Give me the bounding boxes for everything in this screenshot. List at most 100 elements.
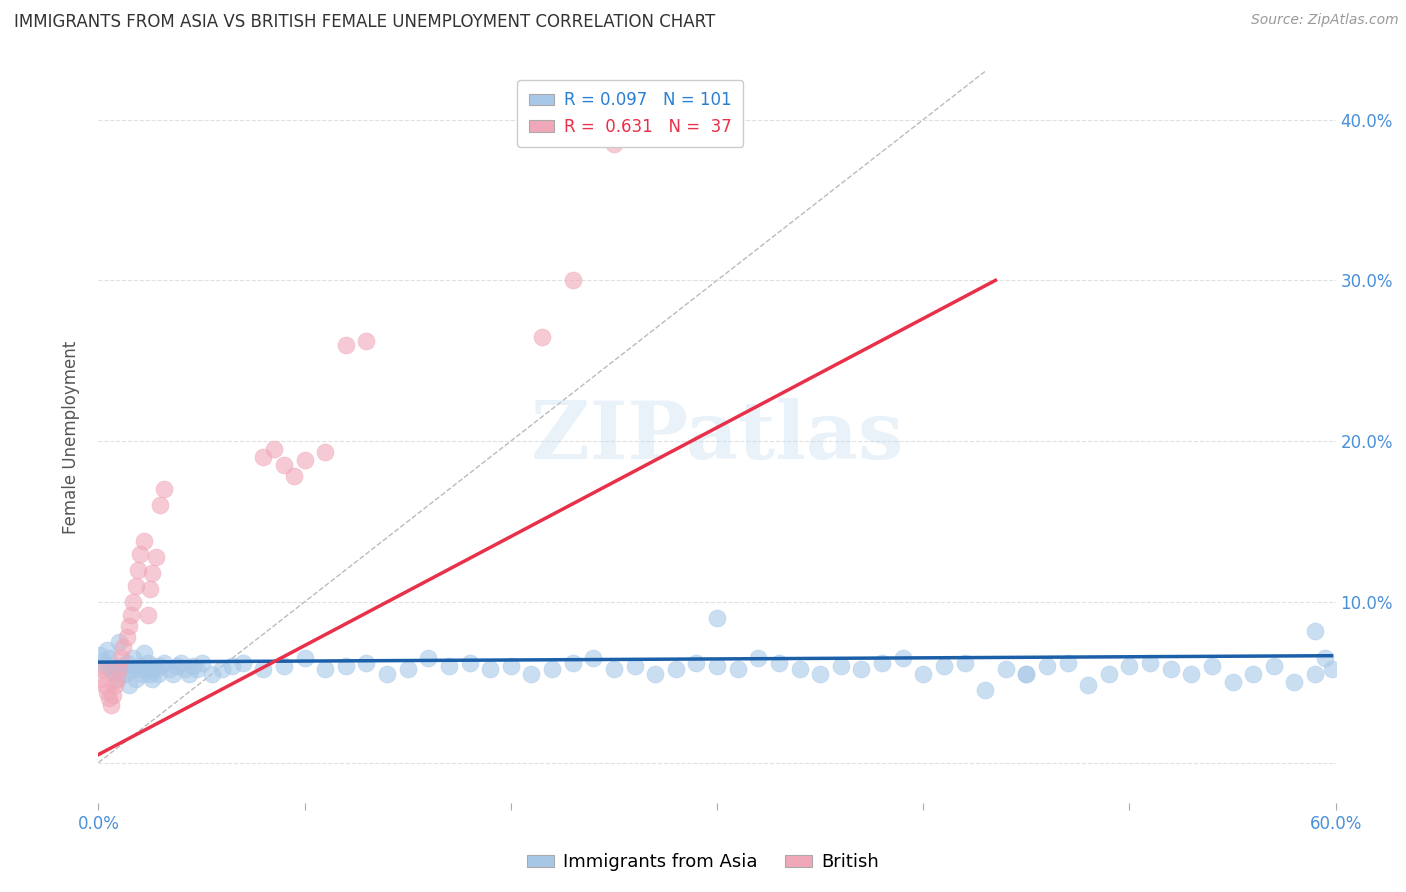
Point <box>1315 651 1337 665</box>
Point <box>953 656 976 670</box>
Point <box>294 453 316 467</box>
Point <box>912 667 935 681</box>
Point <box>211 662 233 676</box>
Point <box>162 667 184 681</box>
Point <box>273 458 295 473</box>
Point <box>136 607 159 622</box>
Y-axis label: Female Unemployment: Female Unemployment <box>62 341 80 533</box>
Point <box>124 579 146 593</box>
Point <box>1201 659 1223 673</box>
Point <box>706 611 728 625</box>
Point <box>665 662 688 676</box>
Point <box>153 656 176 670</box>
Point <box>603 662 626 676</box>
Text: IMMIGRANTS FROM ASIA VS BRITISH FEMALE UNEMPLOYMENT CORRELATION CHART: IMMIGRANTS FROM ASIA VS BRITISH FEMALE U… <box>14 13 716 31</box>
Point <box>118 678 141 692</box>
Point <box>132 533 155 548</box>
Point <box>112 640 135 654</box>
Point <box>149 499 172 513</box>
Point <box>108 635 131 649</box>
Point <box>110 662 132 676</box>
Point <box>139 582 162 596</box>
Point <box>105 672 128 686</box>
Point <box>104 678 127 692</box>
Point <box>108 662 131 676</box>
Point <box>437 659 460 673</box>
Point <box>499 659 522 673</box>
Point <box>974 683 997 698</box>
Point <box>644 667 666 681</box>
Point <box>335 337 357 351</box>
Point <box>1303 624 1326 638</box>
Point <box>603 136 626 151</box>
Legend: R = 0.097   N = 101, R =  0.631   N =  37: R = 0.097 N = 101, R = 0.631 N = 37 <box>517 79 744 147</box>
Point <box>1284 675 1306 690</box>
Point <box>685 656 707 670</box>
Point <box>520 667 543 681</box>
Point <box>1263 659 1285 673</box>
Point <box>623 659 645 673</box>
Point <box>273 659 295 673</box>
Point <box>91 654 114 668</box>
Point <box>143 659 166 673</box>
Point <box>181 659 204 673</box>
Point <box>252 450 274 465</box>
Point <box>232 656 254 670</box>
Point <box>114 667 136 681</box>
Point <box>727 662 749 676</box>
Point <box>1303 667 1326 681</box>
Point <box>100 698 122 712</box>
Point <box>932 659 955 673</box>
Point <box>166 659 188 673</box>
Point <box>96 685 118 699</box>
Point <box>1036 659 1059 673</box>
Point <box>91 662 114 676</box>
Point <box>101 659 124 673</box>
Point <box>149 659 172 673</box>
Point <box>186 662 208 676</box>
Point <box>131 667 153 681</box>
Point <box>1180 667 1202 681</box>
Point <box>136 656 159 670</box>
Point <box>1241 667 1264 681</box>
Point <box>747 651 769 665</box>
Point <box>830 659 852 673</box>
Text: Source: ZipAtlas.com: Source: ZipAtlas.com <box>1251 13 1399 28</box>
Point <box>808 667 831 681</box>
Point <box>120 607 142 622</box>
Point <box>100 662 122 676</box>
Point <box>1056 656 1078 670</box>
Point <box>117 656 139 670</box>
Point <box>356 334 378 349</box>
Point <box>104 667 127 681</box>
Point <box>93 678 115 692</box>
Point <box>141 566 163 580</box>
Point <box>221 659 243 673</box>
Point <box>1077 678 1099 692</box>
Point <box>1015 667 1038 681</box>
Point <box>1160 662 1182 676</box>
Point <box>1320 662 1343 676</box>
Point <box>314 662 336 676</box>
Point <box>582 651 605 665</box>
Point <box>541 662 564 676</box>
Point <box>314 445 336 459</box>
Point <box>97 651 120 665</box>
Point <box>335 659 357 673</box>
Point <box>283 469 305 483</box>
Point <box>96 643 118 657</box>
Legend: Immigrants from Asia, British: Immigrants from Asia, British <box>520 847 886 879</box>
Point <box>110 651 132 665</box>
Point <box>97 691 120 706</box>
Point <box>375 667 398 681</box>
Point <box>157 662 180 676</box>
Point <box>201 667 224 681</box>
Point <box>122 651 145 665</box>
Point <box>93 659 115 673</box>
Point <box>132 646 155 660</box>
Point <box>190 656 212 670</box>
Point <box>122 595 145 609</box>
Point <box>458 656 481 670</box>
Point <box>127 563 149 577</box>
Point <box>1118 659 1140 673</box>
